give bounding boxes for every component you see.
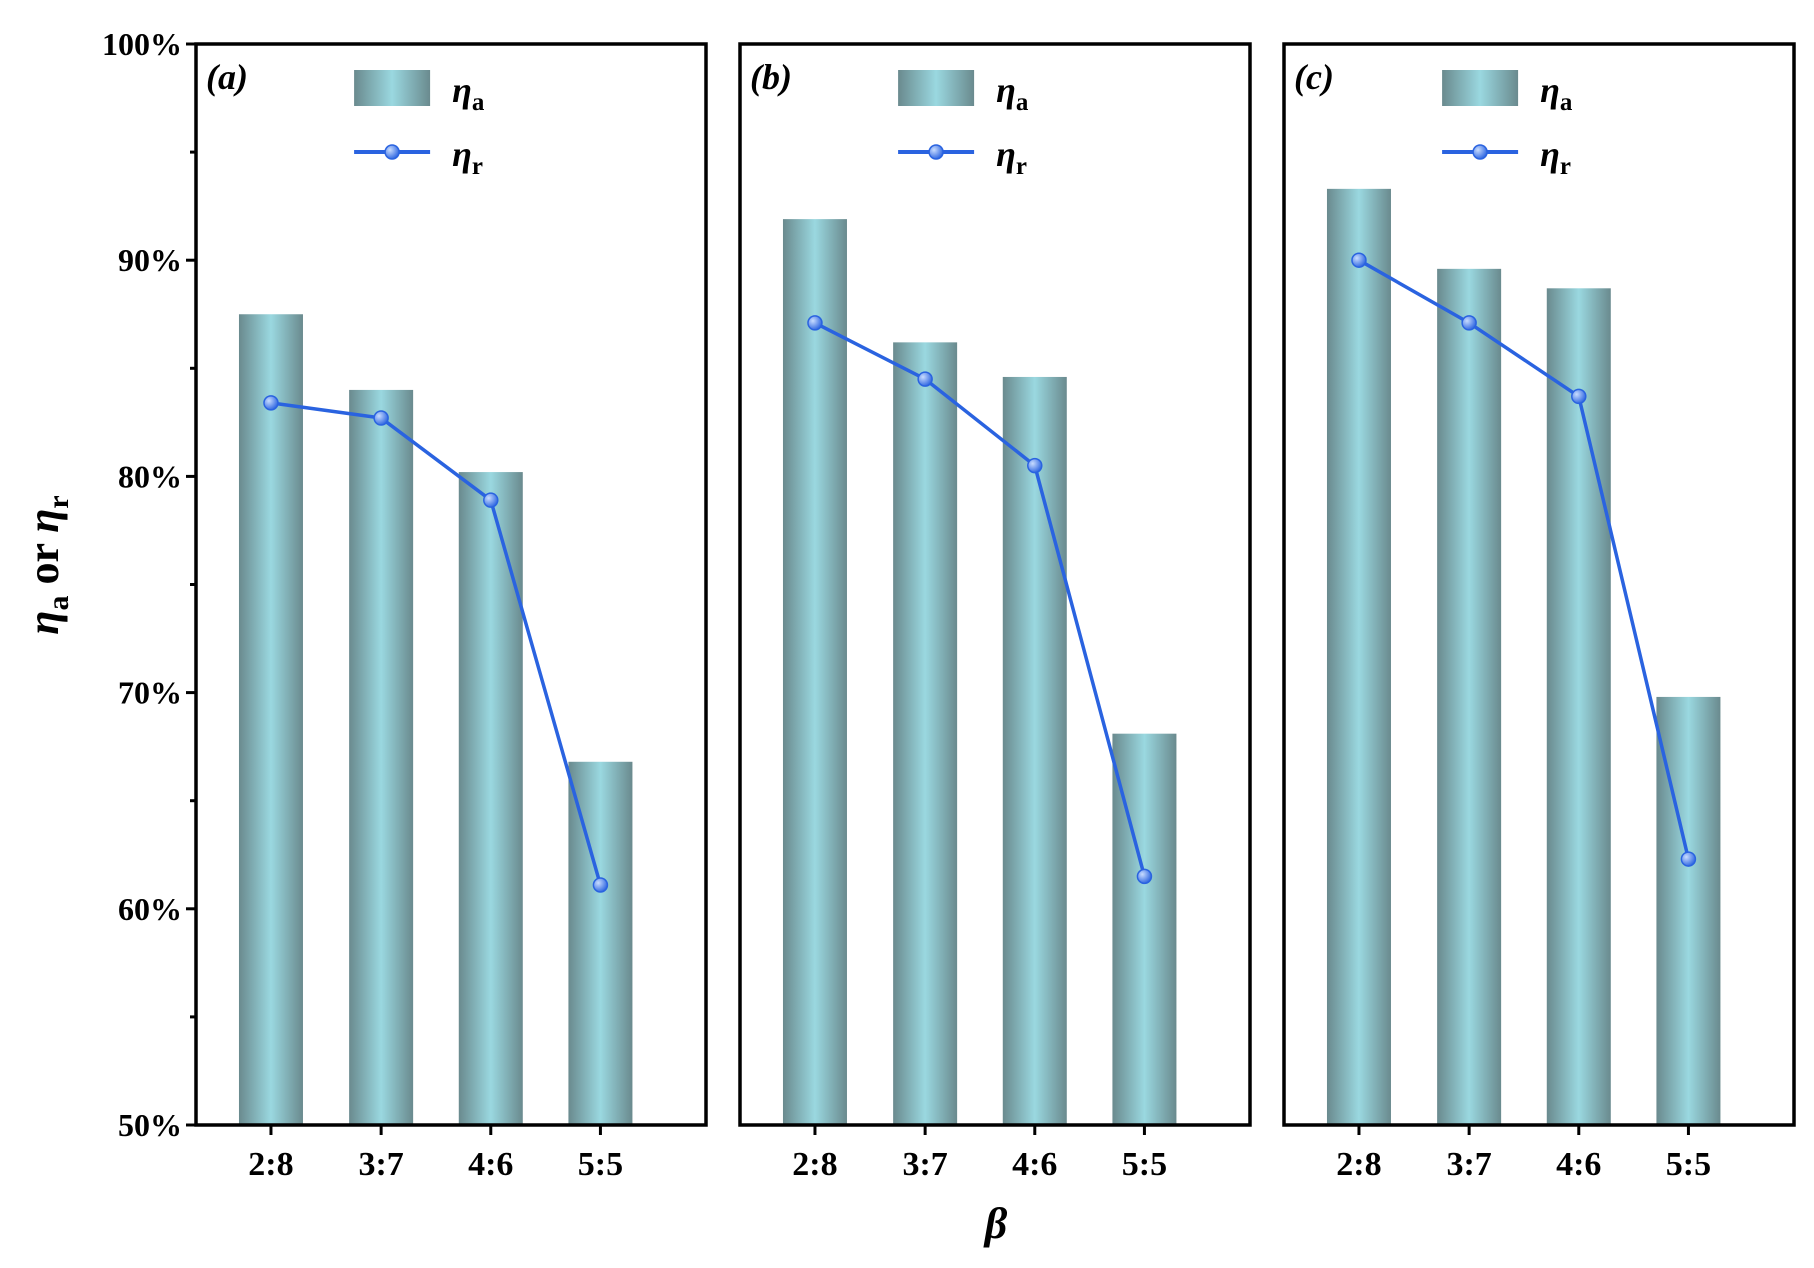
legend-line-marker (1472, 144, 1488, 160)
y-tick-label: 70% (118, 675, 182, 711)
x-tick-label: 4:6 (1556, 1146, 1601, 1183)
marker-eta-r-2-8 (807, 315, 823, 331)
marker-eta-r-3-7 (917, 371, 933, 387)
bar-eta-a-4-6 (1002, 376, 1067, 1125)
marker-group (807, 315, 1153, 885)
x-tick-labels: 2:8 3:7 4:6 5:5 (248, 1146, 623, 1183)
legend: ηa ηr (898, 70, 1029, 180)
x-tick-labels: 2:8 3:7 4:6 5:5 (792, 1146, 1167, 1183)
marker-eta-r-5-5 (1136, 868, 1153, 885)
bar-eta-a-2-8 (1326, 188, 1391, 1125)
marker-eta-r-5-5 (1680, 851, 1697, 867)
bar-group (1326, 188, 1721, 1125)
x-tick-labels: 2:8 3:7 4:6 5:5 (1336, 1146, 1711, 1183)
marker-eta-r-2-8 (1351, 252, 1367, 268)
legend-bar-label: ηa (996, 70, 1029, 116)
bar-eta-a-2-8 (238, 314, 303, 1125)
x-tick-label: 2:8 (1336, 1146, 1381, 1183)
line-series-eta-r (814, 321, 1147, 877)
legend-bar-swatch (354, 70, 431, 106)
line-series-eta-r (270, 401, 603, 886)
x-tick-label: 5:5 (1666, 1146, 1711, 1183)
marker-group (263, 395, 609, 893)
y-tick-label: 50% (118, 1107, 182, 1143)
legend-line-label: ηr (996, 134, 1027, 180)
x-tick-label: 3:7 (902, 1146, 947, 1183)
marker-eta-r-4-6 (1027, 457, 1043, 474)
x-tick-label: 3:7 (358, 1146, 403, 1183)
x-tick-label: 2:8 (792, 1146, 837, 1183)
marker-eta-r-3-7 (1461, 315, 1477, 331)
tick-marks (1357, 1125, 1690, 1135)
panel-label: (a) (206, 57, 248, 97)
bar-eta-a-4-6 (1546, 288, 1611, 1125)
panel-label: (c) (1294, 57, 1334, 97)
x-tick-label: 5:5 (578, 1146, 623, 1183)
bar-group (782, 219, 1177, 1126)
legend-line-marker (384, 144, 400, 160)
legend-line-marker (928, 144, 944, 160)
x-tick-label: 3:7 (1446, 1146, 1491, 1183)
y-tick-label: 60% (118, 891, 182, 927)
marker-eta-r-3-7 (373, 410, 389, 426)
x-axis-title: β (983, 1199, 1008, 1248)
marker-eta-r-5-5 (592, 877, 609, 893)
bar-eta-a-4-6 (458, 472, 523, 1125)
x-tick-label: 4:6 (1012, 1146, 1057, 1183)
marker-eta-r-2-8 (263, 395, 279, 411)
legend: ηa ηr (354, 70, 485, 180)
tick-marks (813, 1125, 1146, 1135)
legend-line-label: ηr (452, 134, 483, 180)
legend-bar-swatch (1442, 70, 1519, 106)
y-tick-labels: 50% 60% 70% 80% 90% 100% (102, 26, 182, 1143)
panel-label: (b) (750, 57, 792, 97)
panel-frame (738, 42, 1252, 1127)
legend-bar-label: ηa (1540, 70, 1573, 116)
panel-frame (1282, 42, 1796, 1127)
panel-b: 2:8 3:7 4:6 5:5 (b) ηa ηr (738, 42, 1252, 1183)
panel-a: 2:8 3:7 4:6 5:5 (a) ηa ηr (186, 42, 708, 1183)
bar-eta-a-2-8 (782, 219, 847, 1125)
bar-group (238, 314, 633, 1125)
y-tick-label: 100% (102, 26, 182, 62)
x-tick-label: 5:5 (1122, 1146, 1167, 1183)
bar-eta-a-5-5 (568, 761, 633, 1125)
legend-line-label: ηr (1540, 134, 1571, 180)
y-axis-title: ηa or ηr (19, 495, 75, 634)
legend-bar-label: ηa (452, 70, 485, 116)
bar-eta-a-3-7 (893, 342, 958, 1126)
marker-eta-r-4-6 (483, 492, 499, 508)
line-series-eta-r (1358, 258, 1691, 860)
legend-bar-swatch (898, 70, 975, 106)
x-tick-label: 4:6 (468, 1146, 513, 1183)
marker-eta-r-4-6 (1571, 388, 1587, 405)
y-tick-label: 80% (118, 458, 182, 494)
panel-c: 2:8 3:7 4:6 5:5 (c) ηa ηr (1282, 42, 1796, 1183)
bar-eta-a-3-7 (1437, 268, 1502, 1125)
y-tick-label: 90% (118, 242, 182, 278)
legend: ηa ηr (1442, 70, 1573, 180)
bar-eta-a-3-7 (349, 389, 414, 1125)
x-tick-label: 2:8 (248, 1146, 293, 1183)
tick-marks (186, 42, 602, 1135)
marker-group (1351, 252, 1697, 867)
